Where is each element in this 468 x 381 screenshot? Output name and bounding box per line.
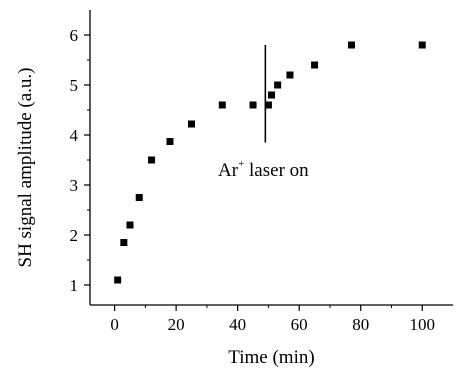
data-point: [120, 239, 128, 246]
y-tick-label: 3: [70, 176, 79, 195]
annotation-label: Ar+ laser on: [218, 158, 309, 181]
annotation-label-main: Ar: [218, 160, 239, 181]
x-tick-label: 0: [110, 315, 119, 334]
data-point: [347, 41, 355, 49]
y-tick-label: 6: [70, 26, 79, 45]
data-point: [249, 101, 257, 109]
y-tick-label: 5: [70, 76, 79, 95]
x-tick-label: 20: [168, 315, 185, 334]
y-tick-label: 2: [70, 226, 79, 245]
data-point: [218, 101, 226, 109]
axes: [89, 10, 453, 306]
y-tick-label: 4: [70, 126, 79, 145]
x-tick-label: 100: [409, 315, 435, 334]
data-point: [126, 221, 134, 229]
data-points: [114, 41, 426, 284]
data-point: [418, 41, 426, 49]
x-tick-label: 60: [291, 315, 308, 334]
data-point: [274, 81, 282, 89]
data-point: [166, 138, 174, 145]
annotation: Ar+ laser on: [218, 45, 309, 181]
annotation-label-suffix: laser on: [244, 160, 309, 181]
data-point: [135, 194, 143, 201]
data-point: [286, 71, 294, 79]
x-axis-title: Time (min): [228, 347, 314, 368]
data-point: [268, 91, 275, 99]
data-point: [114, 276, 122, 284]
annotation-label-superscript: +: [238, 158, 244, 170]
data-point: [148, 156, 156, 164]
y-axis-title: SH signal amplitude (a.u.): [15, 68, 36, 268]
ticks: 0 20 40 60 80 100 1 2 3 4 5 6: [70, 26, 435, 334]
y-tick-label: 1: [70, 276, 79, 295]
x-tick-label: 80: [352, 315, 369, 334]
x-tick-label: 40: [229, 315, 246, 334]
data-point: [264, 101, 272, 109]
data-point: [188, 120, 196, 128]
data-point: [311, 61, 319, 69]
